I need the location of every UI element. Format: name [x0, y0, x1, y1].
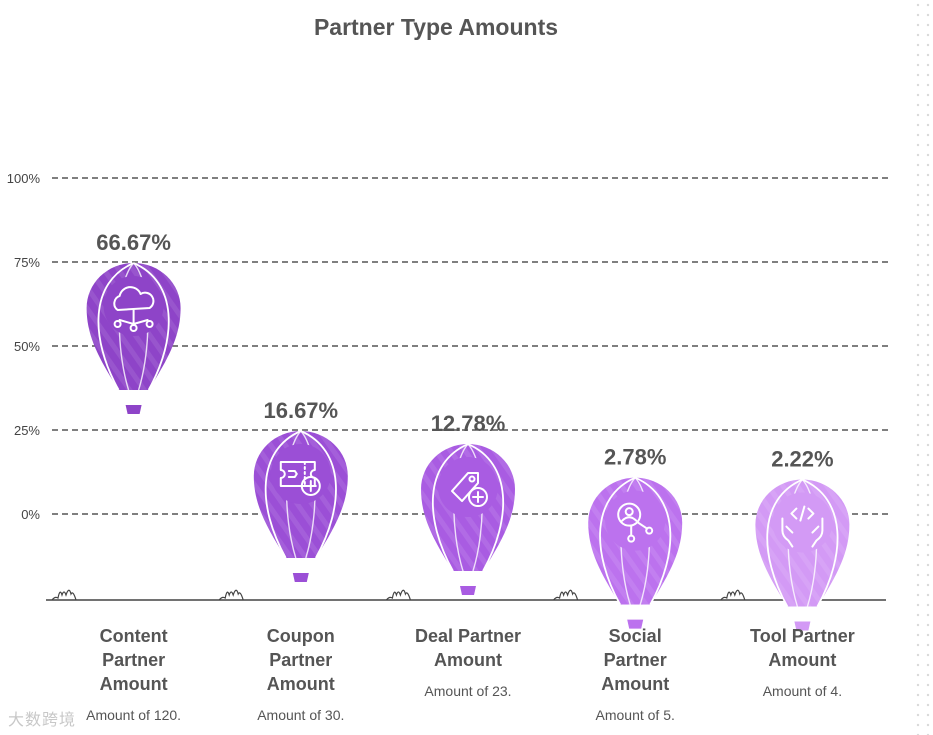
- balloon-basket: [627, 619, 644, 629]
- balloon-basket: [292, 572, 309, 582]
- category-label: Content: [100, 626, 168, 646]
- balloon-5: 2.22%: [755, 447, 850, 631]
- watermark: 大数跨境: [8, 712, 77, 729]
- category-description: Amount of 30.: [257, 707, 344, 723]
- chart-title: Partner Type Amounts: [313, 14, 559, 40]
- balloon-4: 2.78%: [588, 445, 683, 629]
- value-label: 2.22%: [771, 447, 833, 472]
- value-label: 12.78%: [431, 411, 506, 436]
- category-label: Amount: [100, 674, 168, 694]
- balloon-basket: [125, 404, 142, 414]
- grass-tuft: [385, 589, 411, 601]
- category-label: Tool Partner: [750, 626, 855, 646]
- balloon-2: 16.67%: [253, 398, 348, 582]
- category-label: Deal Partner: [415, 626, 521, 646]
- grass-tuft: [553, 589, 579, 601]
- y-tick-label: 0%: [21, 507, 40, 522]
- balloon-3: 12.78%: [421, 411, 515, 596]
- ticket-add-icon: [279, 460, 321, 496]
- category-description: Amount of 5.: [596, 707, 675, 723]
- grass-tuft: [218, 589, 244, 601]
- category-label: Amount: [434, 650, 502, 670]
- category-label: Partner: [604, 650, 667, 670]
- y-tick-label: 25%: [14, 423, 40, 438]
- category-label: Amount: [768, 650, 836, 670]
- category-label: Amount: [267, 674, 335, 694]
- cloud-network-icon: [113, 286, 155, 332]
- tag-add-icon: [451, 472, 488, 508]
- grass-tuft: [720, 589, 746, 601]
- category-label: Social: [609, 626, 662, 646]
- balloon-basket: [460, 586, 476, 596]
- category-description: Amount of 23.: [424, 683, 511, 699]
- balloon-basket: [794, 621, 811, 631]
- grass-tuft: [51, 589, 77, 601]
- value-label: 66.67%: [96, 230, 171, 255]
- category-label: Amount: [601, 674, 669, 694]
- balloon-1: 66.67%: [86, 230, 181, 414]
- value-label: 16.67%: [263, 398, 338, 423]
- y-tick-label: 75%: [14, 255, 40, 270]
- code-hands-icon: [781, 505, 824, 548]
- decorative-dot-column: [913, 0, 933, 735]
- y-tick-label: 100%: [7, 171, 41, 186]
- user-network-icon: [617, 502, 654, 543]
- category-label: Coupon: [267, 626, 335, 646]
- value-label: 2.78%: [604, 445, 666, 470]
- y-tick-label: 50%: [14, 339, 40, 354]
- category-label: Partner: [102, 650, 165, 670]
- category-description: Amount of 4.: [763, 683, 842, 699]
- category-description: Amount of 120.: [86, 707, 181, 723]
- category-label: Partner: [269, 650, 332, 670]
